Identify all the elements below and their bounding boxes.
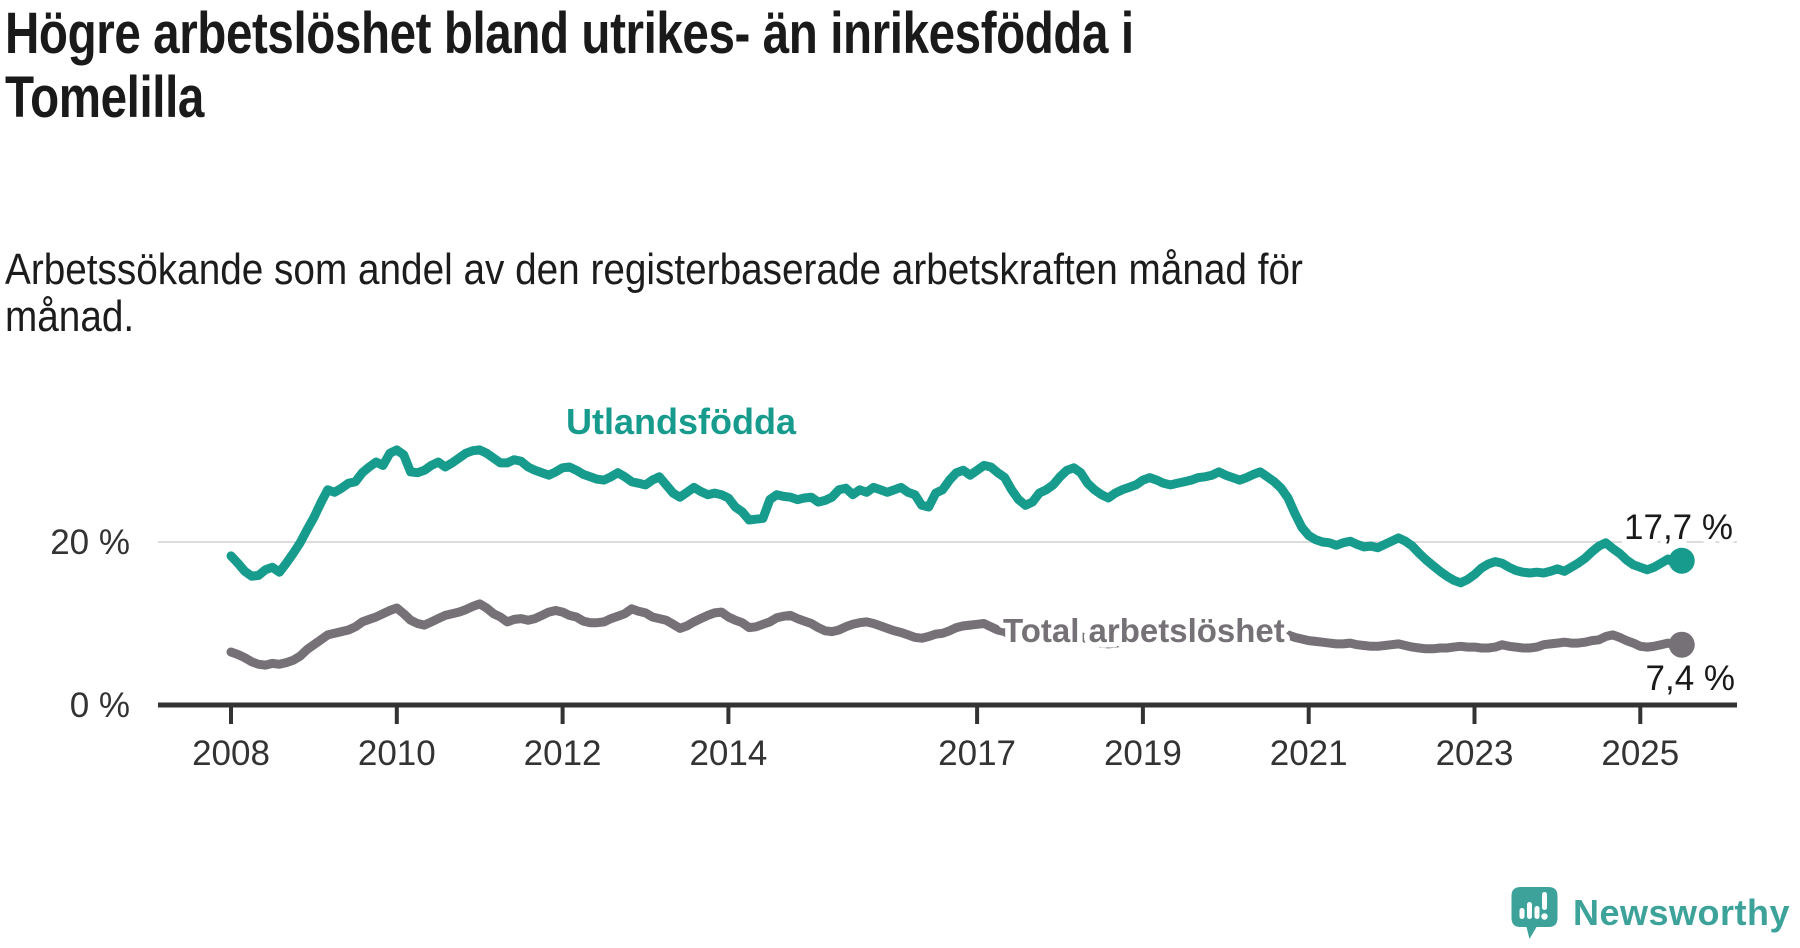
x-tick-label-2008: 2008 [192,734,270,773]
x-tick-label-2012: 2012 [524,734,602,773]
x-tick-label-2023: 2023 [1436,734,1514,773]
subtitle-line-1: Arbetssökande som andel av den registerb… [5,245,1303,294]
series-line-0 [226,445,1687,588]
page-title: Högre arbetslöshet bland utrikes- än inr… [5,2,1134,130]
series-end-dot-1 [1668,631,1695,658]
title-line-2: Tomelilla [5,65,204,130]
end-value-label-0: 17,7 % [1624,508,1733,547]
x-tick-label-2017: 2017 [938,734,1016,773]
x-tick-label-2021: 2021 [1270,734,1348,773]
newsworthy-logo-icon [1511,887,1558,939]
chart-subtitle: Arbetssökande som andel av den registerb… [5,246,1303,340]
end-value-label-1: 7,4 % [1646,659,1736,698]
x-tick-label-2010: 2010 [358,734,436,773]
newsworthy-logo-text: Newsworthy [1572,892,1790,933]
series-label-0: Utlandsfödda [566,401,797,442]
newsworthy-logo: Newsworthy [1510,886,1790,940]
x-tick-label-2025: 2025 [1601,734,1679,773]
series-end-dot-0 [1668,547,1695,574]
x-tick-label-2014: 2014 [689,734,767,773]
y-tick-label-20: 20 % [50,523,130,562]
series-label-1: Total arbetslöshet [1003,612,1285,649]
title-line-1: Högre arbetslöshet bland utrikes- än inr… [5,1,1134,66]
x-tick-label-2019: 2019 [1104,734,1182,773]
y-tick-label-0: 0 % [70,686,130,725]
series-line-1 [226,599,1687,670]
subtitle-line-2: månad. [5,292,135,341]
